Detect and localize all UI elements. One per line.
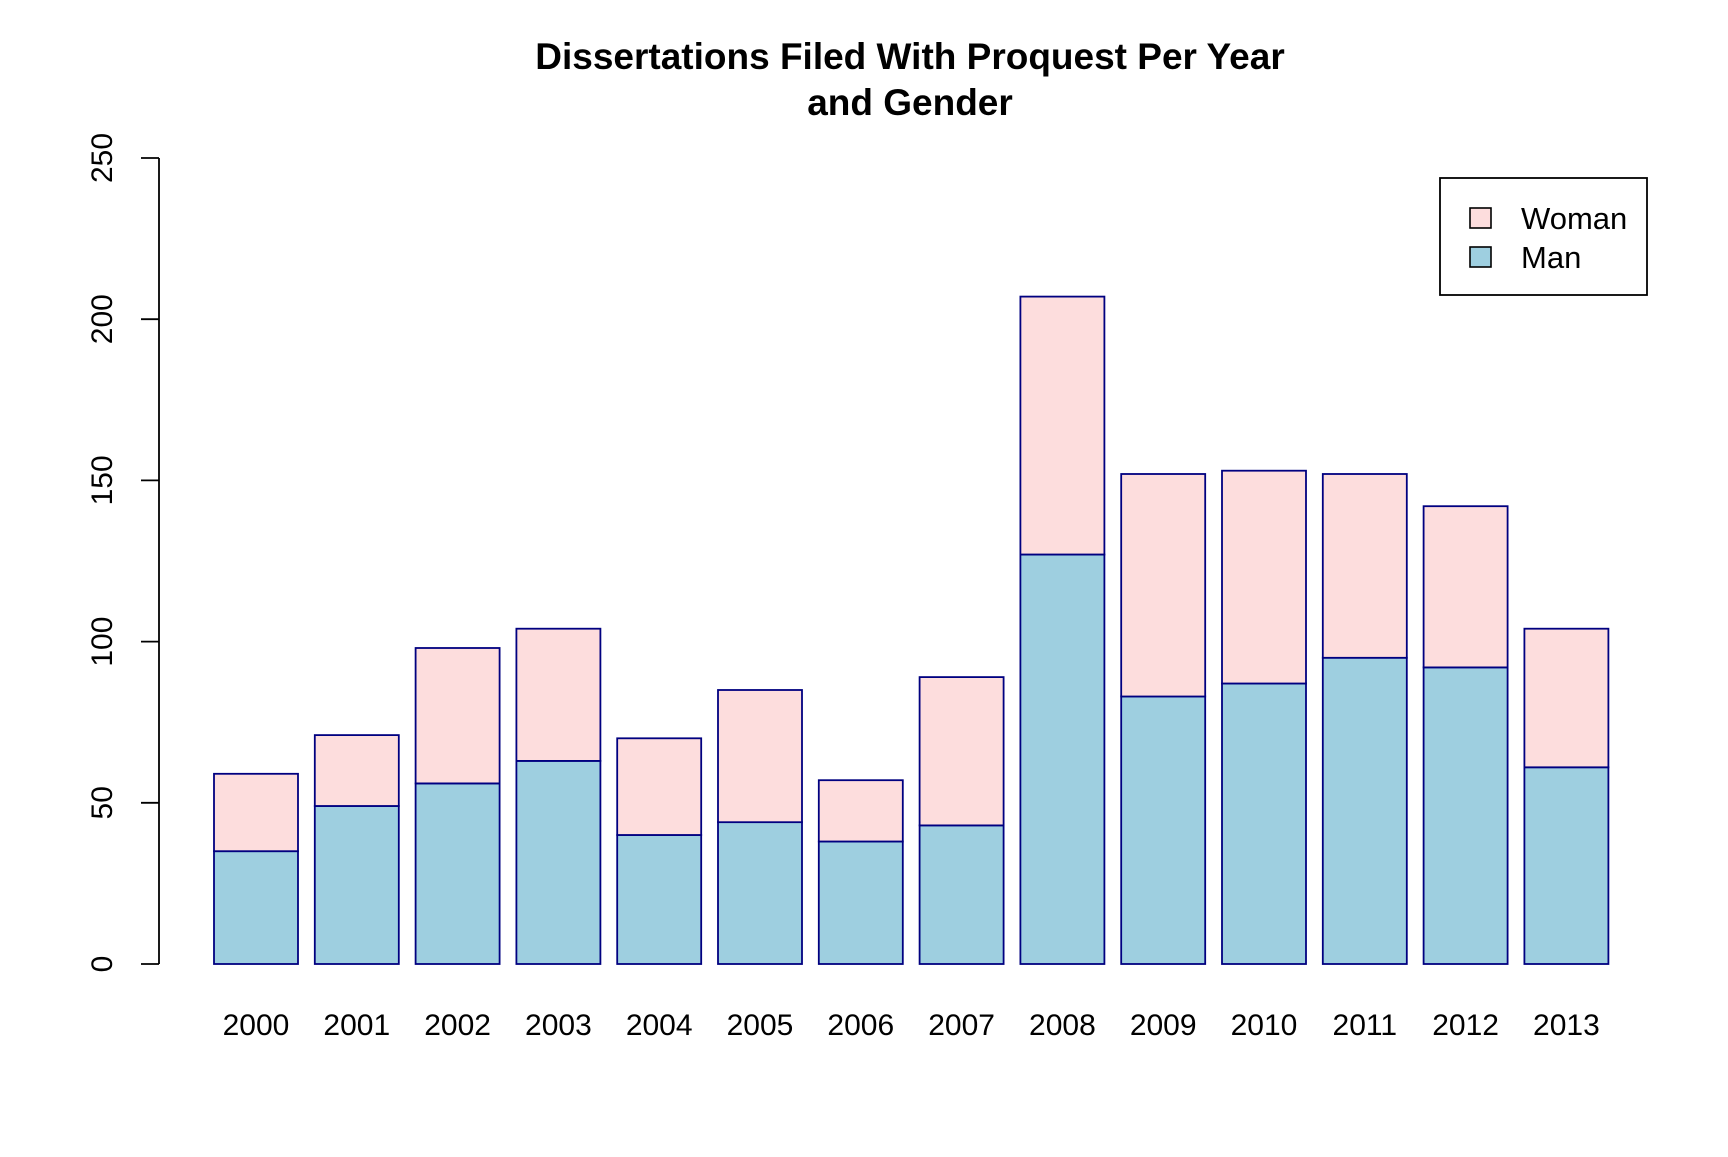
bar-man-2009: [1120, 695, 1207, 965]
bar-man-2012: [1422, 666, 1509, 965]
x-tick-label-2011: 2011: [1333, 1009, 1398, 1042]
x-tick-label-2005: 2005: [727, 1009, 794, 1042]
y-tick-label-0: 0: [86, 956, 119, 973]
legend: Woman Man: [1439, 177, 1648, 296]
bar-woman-2006: [817, 779, 904, 843]
bar-man-2007: [918, 824, 1005, 965]
chart-title: Dissertations Filed With Proquest Per Ye…: [535, 36, 1285, 77]
y-tick-label-50: 50: [86, 786, 119, 819]
legend-swatch-man: [1469, 246, 1492, 268]
y-tick-label-100: 100: [86, 617, 119, 667]
bar-man-2013: [1523, 766, 1610, 965]
y-tick-label-250: 250: [86, 133, 119, 183]
legend-box: [1439, 177, 1648, 296]
bar-woman-2001: [313, 734, 400, 807]
bar-woman-2003: [515, 627, 602, 762]
x-tick-label-2009: 2009: [1130, 1009, 1197, 1042]
x-axis-labels: 2000 2001 2002 2003 2004 2005 2006 2007 2008 2009…: [223, 1009, 1600, 1042]
bar-woman-2011: [1321, 473, 1408, 659]
bar-man-2001: [313, 805, 400, 965]
bar-woman-2002: [414, 647, 501, 785]
bar-man-2002: [414, 782, 501, 965]
y-tick-label-150: 150: [86, 455, 119, 505]
x-tick-label-2004: 2004: [626, 1009, 693, 1042]
bar-woman-2012: [1422, 505, 1509, 669]
legend-label-man: Man: [1521, 240, 1581, 275]
bar-man-2000: [213, 850, 299, 965]
x-tick-label-2010: 2010: [1231, 1009, 1298, 1042]
bar-man-2011: [1321, 656, 1408, 965]
bar-woman-2009: [1120, 473, 1207, 698]
bar-man-2010: [1221, 682, 1307, 965]
bar-man-2003: [515, 760, 602, 965]
y-axis: 0 50 100 150 200 250: [86, 133, 160, 973]
bar-man-2004: [616, 834, 703, 965]
x-tick-label-2003: 2003: [525, 1009, 592, 1042]
x-tick-label-2002: 2002: [424, 1009, 491, 1042]
bar-woman-2013: [1523, 627, 1610, 769]
legend-swatch-woman: [1469, 207, 1492, 229]
x-tick-label-2006: 2006: [827, 1009, 894, 1042]
bar-woman-2010: [1221, 469, 1307, 685]
x-tick-label-2007: 2007: [928, 1009, 995, 1042]
x-tick-label-2013: 2013: [1533, 1009, 1600, 1042]
x-tick-label-2012: 2012: [1432, 1009, 1499, 1042]
bar-woman-2004: [616, 737, 703, 836]
x-tick-label-2000: 2000: [223, 1009, 290, 1042]
bar-woman-2008: [1019, 295, 1106, 556]
bar-woman-2007: [918, 676, 1005, 827]
bars-group: [213, 295, 1610, 965]
x-tick-label-2001: 2001: [323, 1009, 390, 1042]
chart-subtitle: and Gender: [807, 82, 1013, 123]
bar-man-2006: [817, 840, 904, 965]
legend-label-woman: Woman: [1521, 201, 1627, 236]
bar-woman-2005: [717, 689, 803, 824]
bar-woman-2000: [213, 772, 299, 853]
y-tick-label-200: 200: [86, 294, 119, 344]
x-tick-label-2008: 2008: [1029, 1009, 1096, 1042]
bar-man-2008: [1019, 553, 1106, 965]
bar-man-2005: [717, 821, 803, 965]
